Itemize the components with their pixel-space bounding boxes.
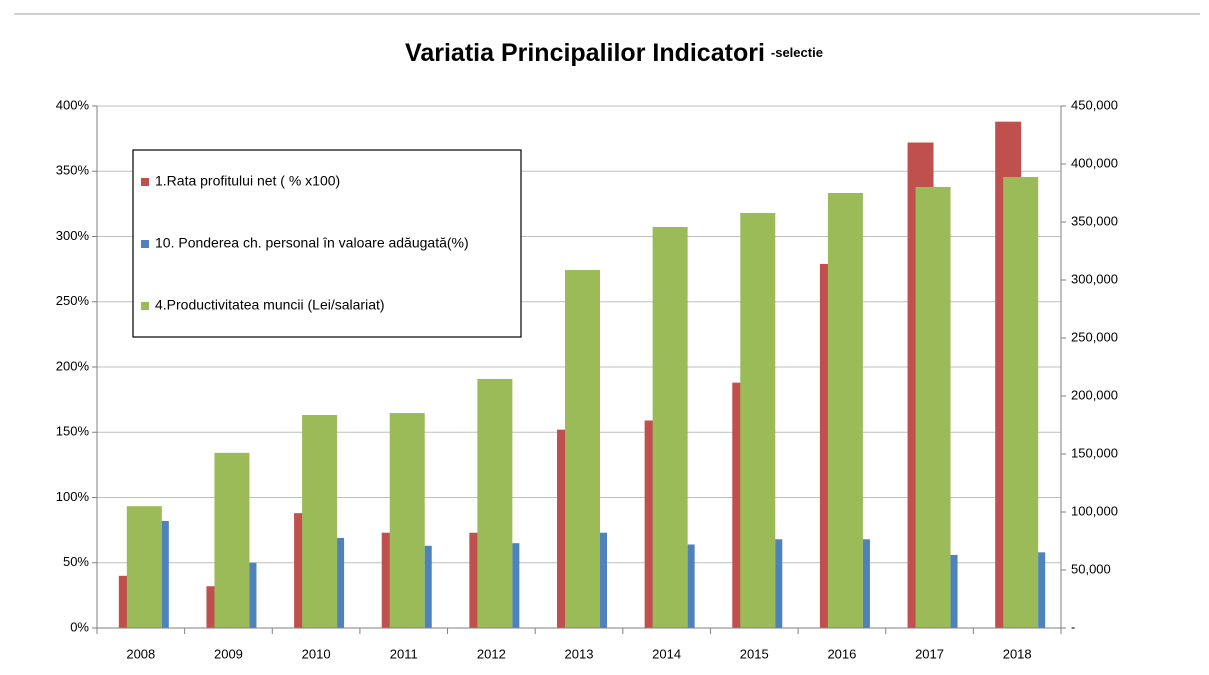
bar [827, 193, 863, 628]
x-tick-label: 2018 [1003, 646, 1032, 661]
y-tick-label: 100% [56, 489, 90, 504]
x-tick-label: 2011 [390, 646, 418, 661]
x-tick-label: 2012 [477, 646, 506, 661]
y2-tick-label: 300,000 [1071, 271, 1118, 286]
x-tick-label: 2015 [740, 646, 769, 661]
bar [1003, 176, 1039, 628]
bar [161, 520, 169, 628]
y2-tick-label: 250,000 [1071, 329, 1118, 344]
x-tick-label: 2008 [126, 646, 155, 661]
bar [862, 539, 870, 628]
chart-title-group: Variatia Principalilor Indicatori -select… [405, 39, 823, 67]
bar [249, 562, 257, 628]
bar [775, 539, 783, 628]
legend-label: 4.Productivitatea muncii (Lei/salariat) [155, 297, 385, 313]
y2-tick-label: 350,000 [1071, 213, 1118, 228]
x-tick-label: 2013 [565, 646, 594, 661]
y-tick-label: 50% [63, 554, 89, 569]
y-tick-label: 350% [56, 163, 90, 178]
legend-box [132, 149, 522, 338]
bar [652, 226, 688, 628]
y-tick-label: 200% [56, 358, 90, 373]
y2-tick-label: 150,000 [1071, 445, 1118, 460]
x-tick-label: 2009 [214, 646, 243, 661]
y-tick-label: 250% [56, 293, 90, 308]
bar [915, 186, 951, 628]
bar [950, 554, 958, 628]
bar [687, 544, 695, 628]
x-tick-label: 2010 [302, 646, 331, 661]
bar [214, 452, 250, 628]
y2-tick-label: 50,000 [1071, 561, 1111, 576]
bar [512, 543, 520, 628]
chart-title: Variatia Principalilor Indicatori [405, 39, 765, 67]
chart-subtitle: -selectie [771, 45, 823, 60]
bar [477, 378, 513, 628]
legend-swatch [141, 240, 149, 248]
bar [600, 532, 607, 628]
bar [565, 270, 600, 628]
y-tick-label: 300% [56, 228, 90, 243]
y-tick-label: 0% [70, 619, 89, 634]
x-tick-label: 2016 [827, 646, 856, 661]
y-tick-label: 400% [56, 97, 90, 112]
x-tick-label: 2017 [915, 646, 944, 661]
y2-tick-label: 200,000 [1071, 387, 1118, 402]
bar [337, 537, 345, 628]
legend-label: 1.Rata profitului net ( % x100) [155, 173, 340, 189]
bar [424, 545, 432, 628]
y2-tick-label: 100,000 [1071, 503, 1118, 518]
legend-swatch [141, 178, 149, 186]
y-tick-label: 150% [56, 424, 90, 439]
legend-label: 10. Ponderea ch. personal în valoare adă… [155, 235, 469, 251]
y2-tick-label: 400,000 [1071, 155, 1118, 170]
bar [126, 506, 162, 628]
bar [740, 212, 776, 628]
x-tick-label: 2014 [652, 646, 681, 661]
bar [302, 415, 338, 628]
bar [389, 413, 425, 628]
bar [1038, 552, 1046, 628]
y2-tick-label: - [1071, 619, 1075, 634]
y2-tick-label: 450,000 [1071, 97, 1118, 112]
legend-swatch [141, 302, 149, 310]
